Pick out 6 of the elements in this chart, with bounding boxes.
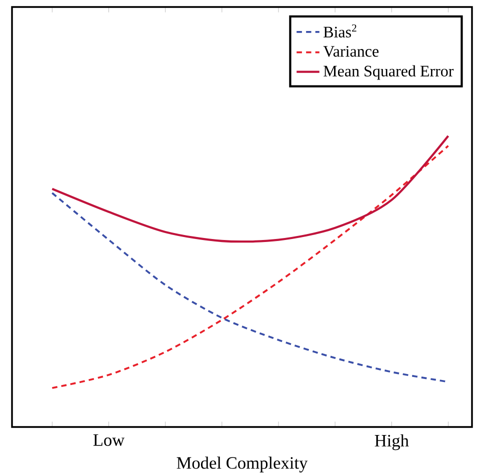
x-tick-label: Low (93, 434, 125, 446)
x-tick-label: High (374, 434, 409, 450)
legend-label: Mean Squared Error (324, 65, 454, 80)
x-axis-title: Model Complexity (176, 456, 308, 472)
legend-label: Bias$^{2}$ (324, 24, 356, 38)
legend-label: Variance (323, 46, 379, 57)
